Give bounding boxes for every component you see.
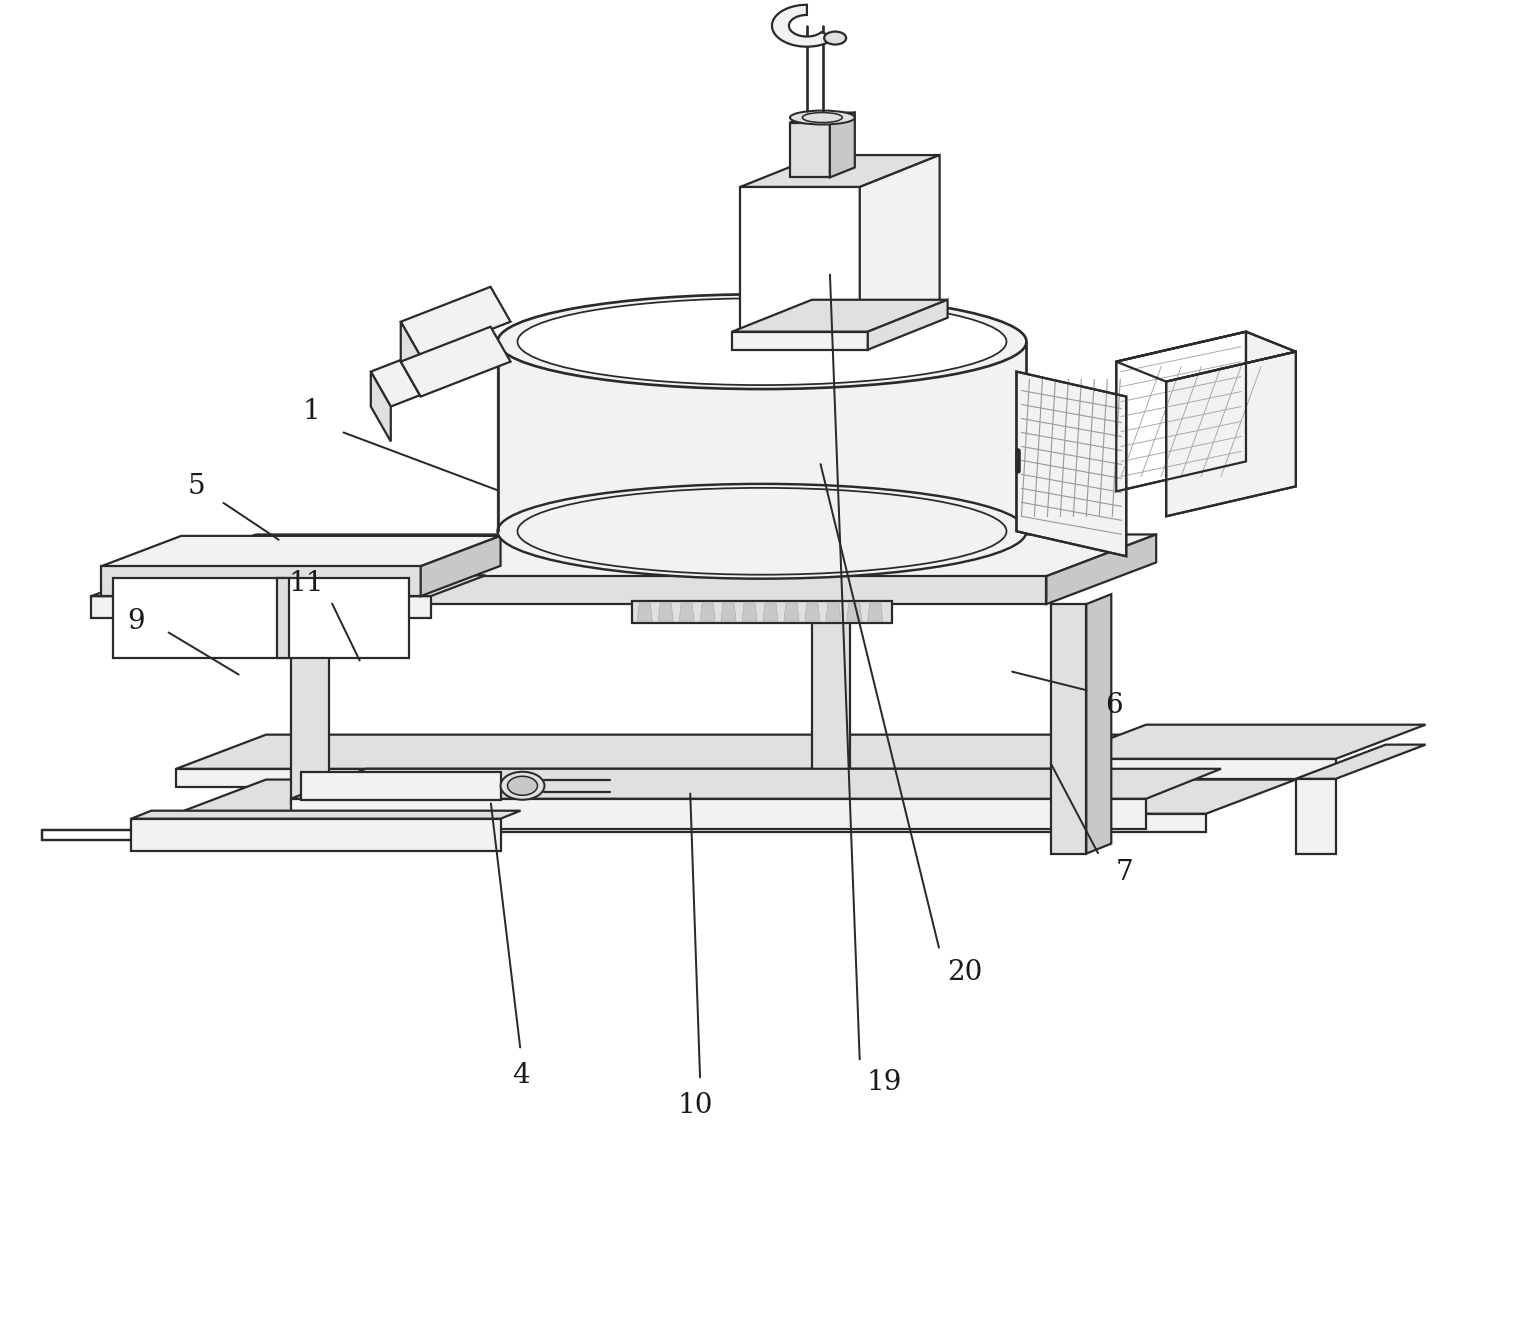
- Polygon shape: [291, 769, 1221, 799]
- Polygon shape: [497, 342, 1027, 579]
- Text: 4: 4: [512, 1062, 529, 1089]
- Polygon shape: [102, 566, 421, 596]
- Polygon shape: [721, 603, 736, 622]
- Polygon shape: [742, 603, 757, 622]
- Polygon shape: [291, 795, 351, 804]
- Polygon shape: [1116, 331, 1295, 382]
- Polygon shape: [1056, 759, 1337, 779]
- Polygon shape: [1012, 342, 1027, 531]
- Ellipse shape: [824, 32, 846, 44]
- Polygon shape: [1087, 594, 1111, 853]
- Polygon shape: [401, 286, 511, 357]
- Polygon shape: [1166, 351, 1295, 516]
- Text: 11: 11: [288, 570, 323, 596]
- Polygon shape: [300, 772, 500, 800]
- Polygon shape: [146, 535, 1157, 576]
- Polygon shape: [700, 603, 715, 622]
- Polygon shape: [91, 575, 486, 596]
- Polygon shape: [421, 536, 500, 596]
- Polygon shape: [177, 769, 1205, 787]
- Polygon shape: [131, 819, 500, 851]
- Polygon shape: [370, 371, 390, 442]
- Ellipse shape: [497, 484, 1027, 579]
- Ellipse shape: [500, 772, 544, 800]
- Polygon shape: [177, 780, 1295, 813]
- Polygon shape: [1047, 535, 1157, 604]
- Polygon shape: [1052, 604, 1087, 853]
- Polygon shape: [831, 113, 855, 177]
- Text: 20: 20: [946, 958, 983, 986]
- Polygon shape: [805, 603, 820, 622]
- Polygon shape: [1116, 331, 1247, 491]
- Polygon shape: [91, 596, 431, 618]
- Polygon shape: [291, 604, 329, 804]
- Polygon shape: [131, 811, 521, 819]
- Polygon shape: [860, 156, 940, 331]
- Ellipse shape: [497, 294, 1027, 389]
- Polygon shape: [826, 603, 841, 622]
- Polygon shape: [789, 122, 831, 177]
- Polygon shape: [497, 342, 512, 531]
- Ellipse shape: [507, 776, 538, 795]
- Text: 9: 9: [128, 607, 145, 635]
- Polygon shape: [1056, 724, 1425, 759]
- Polygon shape: [773, 5, 835, 47]
- Polygon shape: [783, 603, 799, 622]
- Text: 10: 10: [677, 1091, 713, 1118]
- Polygon shape: [632, 602, 892, 623]
- Polygon shape: [658, 603, 674, 622]
- Polygon shape: [732, 299, 948, 331]
- Text: 6: 6: [1105, 692, 1123, 720]
- Polygon shape: [370, 337, 480, 406]
- Polygon shape: [732, 331, 867, 350]
- Polygon shape: [847, 603, 861, 622]
- Polygon shape: [867, 603, 882, 622]
- Polygon shape: [741, 156, 940, 186]
- Ellipse shape: [518, 298, 1006, 385]
- Polygon shape: [741, 186, 860, 331]
- Text: 5: 5: [187, 473, 206, 500]
- Polygon shape: [812, 795, 872, 804]
- Polygon shape: [113, 578, 408, 658]
- Text: 7: 7: [1116, 858, 1134, 886]
- Polygon shape: [146, 576, 1047, 604]
- Text: 19: 19: [867, 1069, 902, 1095]
- Polygon shape: [401, 326, 511, 397]
- Polygon shape: [1295, 779, 1337, 853]
- Text: 1: 1: [302, 398, 320, 425]
- Polygon shape: [277, 578, 290, 658]
- Ellipse shape: [789, 110, 855, 125]
- Polygon shape: [1017, 371, 1126, 556]
- Polygon shape: [102, 536, 500, 566]
- Polygon shape: [867, 299, 948, 350]
- Polygon shape: [1295, 744, 1425, 779]
- Polygon shape: [177, 813, 1205, 832]
- Polygon shape: [637, 603, 652, 622]
- Polygon shape: [789, 113, 855, 122]
- Polygon shape: [812, 604, 850, 804]
- Polygon shape: [680, 603, 693, 622]
- Polygon shape: [764, 603, 777, 622]
- Polygon shape: [291, 799, 1146, 829]
- Polygon shape: [401, 322, 421, 397]
- Polygon shape: [177, 735, 1295, 769]
